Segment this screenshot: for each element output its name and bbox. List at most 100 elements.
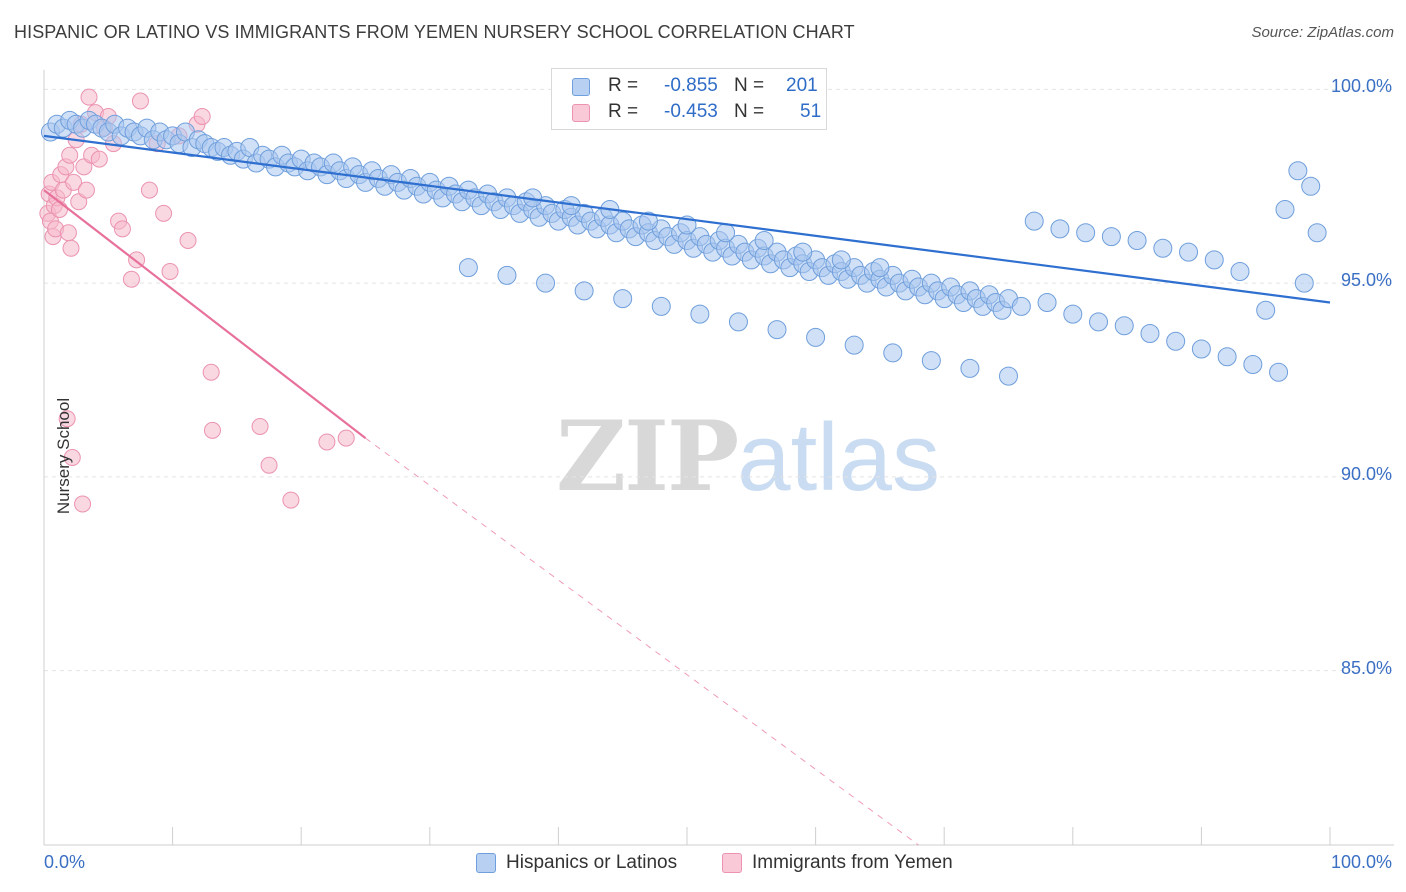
- legend-label: Immigrants from Yemen: [752, 852, 953, 873]
- point-yemen: [155, 204, 173, 222]
- point-yemen: [203, 421, 221, 439]
- point-hispanic: [870, 258, 890, 278]
- point-yemen: [61, 146, 79, 164]
- point-yemen: [337, 429, 355, 447]
- y-tick-label: 95.0%: [1340, 270, 1392, 291]
- point-hispanic: [690, 304, 710, 324]
- trendlines: [43, 134, 1331, 846]
- point-hispanic: [1230, 262, 1250, 281]
- point-hispanic: [883, 343, 903, 363]
- point-hispanic: [613, 289, 633, 309]
- legend-label: Hispanics or Latinos: [506, 852, 678, 873]
- legend-swatch-blue: [572, 78, 590, 96]
- point-yemen: [179, 232, 197, 249]
- point-yemen: [193, 108, 211, 125]
- point-yemen: [58, 410, 76, 428]
- legend-item-yemen[interactable]: Immigrants from Yemen: [722, 852, 953, 874]
- point-hispanic: [716, 223, 736, 243]
- point-yemen: [59, 224, 77, 242]
- point-hispanic: [458, 258, 478, 278]
- y-tick-label: 100.0%: [1330, 76, 1392, 97]
- watermark-zip: ZIP: [556, 400, 739, 513]
- point-hispanic: [793, 242, 813, 262]
- legend-item-hispanic[interactable]: Hispanics or Latinos: [476, 852, 678, 874]
- point-hispanic: [999, 366, 1018, 386]
- chart-title: HISPANIC OR LATINO VS IMMIGRANTS FROM YE…: [14, 22, 855, 42]
- point-yemen: [140, 181, 158, 199]
- trendline-yemen-extension: [365, 437, 919, 846]
- legend-swatch-blue: [476, 853, 496, 873]
- trendline-yemen: [43, 189, 367, 439]
- point-hispanic: [1050, 219, 1070, 239]
- point-yemen: [260, 456, 278, 474]
- legend-r-value: -0.855: [664, 75, 718, 96]
- point-hispanic: [1307, 223, 1327, 243]
- point-yemen: [65, 173, 83, 191]
- point-hispanic: [1288, 161, 1308, 181]
- axes: [43, 70, 1394, 846]
- chart-source: Source: ZipAtlas.com: [1251, 24, 1394, 41]
- point-yemen: [122, 270, 140, 288]
- correlation-legend: R = -0.855 N = 201 R = -0.453 N = 51: [551, 68, 827, 130]
- point-hispanic: [1076, 223, 1096, 243]
- point-hispanic: [536, 273, 556, 293]
- point-hispanic: [844, 335, 864, 355]
- legend-n-label: N =: [734, 75, 765, 96]
- point-hispanic: [1256, 300, 1276, 320]
- series-legend: Hispanics or Latinos Immigrants from Yem…: [0, 850, 1406, 880]
- point-hispanic: [1063, 304, 1083, 324]
- point-yemen: [80, 88, 98, 106]
- legend-n-value: 51: [800, 101, 822, 122]
- point-hispanic: [1204, 250, 1224, 270]
- legend-n-value: 201: [786, 75, 818, 96]
- legend-n-label: N =: [734, 101, 765, 122]
- point-hispanic: [806, 327, 826, 347]
- point-yemen: [251, 418, 269, 435]
- point-hispanic: [1089, 312, 1109, 332]
- point-yemen: [282, 491, 300, 509]
- point-yemen: [63, 449, 81, 466]
- point-hispanic: [728, 312, 748, 332]
- point-hispanic: [831, 250, 851, 270]
- point-hispanic: [638, 211, 658, 231]
- point-yemen: [113, 220, 131, 238]
- point-yemen: [161, 263, 179, 280]
- x-tick-label-min: 0.0%: [44, 852, 86, 872]
- gridlines: [44, 88, 1394, 672]
- legend-r-label: R =: [608, 101, 639, 122]
- series-hispanic-points: [40, 110, 1327, 386]
- point-yemen: [77, 181, 95, 199]
- point-yemen: [202, 363, 220, 381]
- point-hispanic: [1243, 355, 1263, 374]
- point-hispanic: [1127, 231, 1147, 250]
- legend-swatch-pink: [572, 104, 590, 122]
- point-hispanic: [767, 320, 787, 340]
- point-hispanic: [1140, 324, 1160, 343]
- point-hispanic: [1301, 176, 1321, 196]
- y-tick-label: 85.0%: [1340, 657, 1392, 678]
- point-hispanic: [1179, 242, 1199, 262]
- point-hispanic: [1275, 200, 1295, 219]
- point-hispanic: [574, 281, 594, 301]
- y-axis-label: Nursery School: [54, 397, 74, 515]
- point-yemen: [74, 495, 92, 513]
- point-hispanic: [1037, 293, 1057, 312]
- point-yemen: [62, 239, 80, 257]
- point-yemen: [318, 433, 336, 451]
- point-yemen: [90, 150, 108, 168]
- point-hispanic: [497, 265, 517, 285]
- point-hispanic: [1294, 273, 1314, 293]
- point-hispanic: [754, 231, 774, 250]
- watermark: ZIPatlas: [556, 400, 940, 513]
- point-hispanic: [1153, 238, 1173, 258]
- point-hispanic: [960, 358, 980, 378]
- point-yemen: [50, 201, 68, 218]
- point-hispanic: [1191, 339, 1211, 359]
- point-hispanic: [1166, 331, 1186, 351]
- point-hispanic: [1101, 227, 1121, 247]
- point-hispanic: [1024, 211, 1044, 231]
- point-hispanic: [921, 351, 941, 371]
- legend-r-label: R =: [608, 75, 639, 96]
- trendline-hispanic: [43, 134, 1331, 304]
